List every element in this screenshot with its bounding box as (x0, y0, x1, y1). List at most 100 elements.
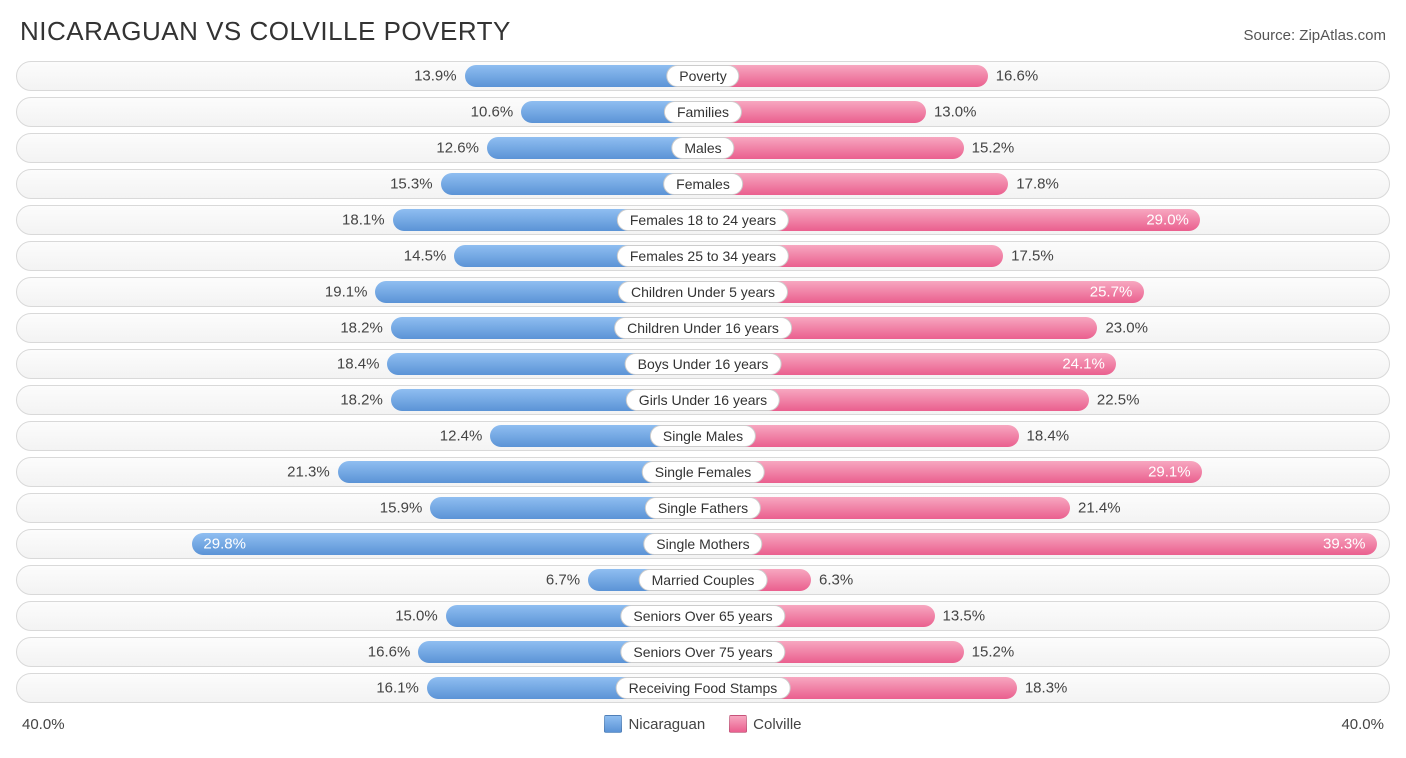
chart-row: 18.1%29.0%Females 18 to 24 years (16, 205, 1390, 235)
category-pill: Seniors Over 65 years (620, 605, 785, 627)
chart-row: 29.8% 39.3% Single Mothers (16, 529, 1390, 559)
value-right: 6.3% (819, 572, 853, 589)
category-pill: Single Mothers (643, 533, 762, 555)
bar-half-left: 19.1% (17, 278, 703, 306)
value-right: 39.3% (1323, 536, 1366, 553)
chart-row: 12.4% 18.4% Single Males (16, 421, 1390, 451)
chart-legend: Nicaraguan Colville (604, 715, 801, 733)
chart-row: 12.6% 15.2% Males (16, 133, 1390, 163)
chart-row: 6.7% 6.3% Married Couples (16, 565, 1390, 595)
chart-row: 15.0% 13.5% Seniors Over 65 years (16, 601, 1390, 631)
value-left: 12.4% (440, 428, 483, 445)
value-left: 15.3% (390, 176, 433, 193)
value-right: 21.4% (1078, 500, 1121, 517)
category-pill: Children Under 16 years (614, 317, 792, 339)
bar-half-left: 13.9% (17, 62, 703, 90)
bar-half-right: 22.5% (703, 386, 1389, 414)
chart-row: 18.2% 23.0% Children Under 16 years (16, 313, 1390, 343)
chart-row: 19.1%25.7%Children Under 5 years (16, 277, 1390, 307)
bar-half-left: 10.6% (17, 98, 703, 126)
bar-half-left: 15.0% (17, 602, 703, 630)
bar-half-left: 14.5% (17, 242, 703, 270)
category-pill: Females (663, 173, 743, 195)
chart-container: NICARAGUAN VS COLVILLE POVERTY Source: Z… (0, 0, 1406, 758)
bar-half-right: 18.4% (703, 422, 1389, 450)
value-left: 21.3% (287, 464, 330, 481)
value-left: 13.9% (414, 68, 457, 85)
bar-half-right: 15.2% (703, 638, 1389, 666)
value-right: 23.0% (1105, 320, 1148, 337)
legend-swatch-right (729, 715, 747, 733)
chart-row: 10.6% 13.0%Families (16, 97, 1390, 127)
bar-half-left: 16.1% (17, 674, 703, 702)
bar-right (703, 461, 1202, 483)
bar-half-left: 15.9% (17, 494, 703, 522)
value-right: 24.1% (1062, 356, 1105, 373)
chart-header: NICARAGUAN VS COLVILLE POVERTY Source: Z… (16, 8, 1390, 61)
bar-half-right: 17.5% (703, 242, 1389, 270)
value-left: 18.2% (340, 392, 383, 409)
chart-row: 15.9% 21.4% Single Fathers (16, 493, 1390, 523)
value-right: 15.2% (972, 140, 1015, 157)
bar-half-right: 29.0% (703, 206, 1389, 234)
category-pill: Boys Under 16 years (625, 353, 782, 375)
value-left: 16.1% (376, 680, 419, 697)
value-right: 29.1% (1148, 464, 1191, 481)
bar-half-left: 21.3% (17, 458, 703, 486)
category-pill: Receiving Food Stamps (616, 677, 791, 699)
value-left: 12.6% (436, 140, 479, 157)
bar-half-left: 18.4% (17, 350, 703, 378)
bar-half-right: 24.1% (703, 350, 1389, 378)
category-pill: Children Under 5 years (618, 281, 788, 303)
bar-half-right: 16.6% (703, 62, 1389, 90)
value-left: 29.8% (203, 536, 246, 553)
bar-half-right: 21.4% (703, 494, 1389, 522)
category-pill: Families (664, 101, 742, 123)
value-left: 6.7% (546, 572, 580, 589)
value-right: 18.4% (1027, 428, 1070, 445)
legend-item-right: Colville (729, 715, 801, 733)
value-right: 18.3% (1025, 680, 1068, 697)
bar-half-left: 16.6% (17, 638, 703, 666)
axis-max-right: 40.0% (1341, 716, 1384, 733)
value-right: 22.5% (1097, 392, 1140, 409)
bar-half-right: 17.8% (703, 170, 1389, 198)
bar-half-right: 39.3% (703, 530, 1389, 558)
bar-half-left: 18.2% (17, 386, 703, 414)
category-pill: Married Couples (639, 569, 768, 591)
category-pill: Single Males (650, 425, 756, 447)
category-pill: Single Fathers (645, 497, 761, 519)
diverging-bar-chart: 13.9%16.6%Poverty10.6%13.0%Families12.6%… (16, 61, 1390, 703)
value-left: 15.9% (380, 500, 423, 517)
chart-row: 18.2% 22.5% Girls Under 16 years (16, 385, 1390, 415)
value-right: 17.5% (1011, 248, 1054, 265)
value-right: 17.8% (1016, 176, 1059, 193)
legend-item-left: Nicaraguan (604, 715, 705, 733)
value-right: 13.5% (943, 608, 986, 625)
chart-source: Source: ZipAtlas.com (1243, 27, 1386, 44)
bar-right (703, 173, 1008, 195)
chart-row: 21.3% 29.1% Single Females (16, 457, 1390, 487)
chart-row: 14.5% 17.5% Females 25 to 34 years (16, 241, 1390, 271)
category-pill: Girls Under 16 years (626, 389, 780, 411)
bar-right (703, 533, 1377, 555)
value-left: 19.1% (325, 284, 368, 301)
bar-half-left: 29.8% (17, 530, 703, 558)
chart-row: 13.9% 16.6%Poverty (16, 61, 1390, 91)
value-right: 29.0% (1146, 212, 1189, 229)
bar-half-right: 13.5% (703, 602, 1389, 630)
value-left: 15.0% (395, 608, 438, 625)
category-pill: Females 25 to 34 years (617, 245, 789, 267)
bar-half-left: 12.6% (17, 134, 703, 162)
bar-half-right: 29.1% (703, 458, 1389, 486)
bar-half-right: 13.0% (703, 98, 1389, 126)
category-pill: Poverty (666, 65, 739, 87)
category-pill: Males (671, 137, 734, 159)
legend-label-right: Colville (753, 716, 801, 733)
legend-label-left: Nicaraguan (628, 716, 705, 733)
chart-row: 16.1% 18.3% Receiving Food Stamps (16, 673, 1390, 703)
value-left: 10.6% (471, 104, 514, 121)
category-pill: Single Females (642, 461, 765, 483)
chart-row: 16.6%15.2%Seniors Over 75 years (16, 637, 1390, 667)
value-left: 18.2% (340, 320, 383, 337)
